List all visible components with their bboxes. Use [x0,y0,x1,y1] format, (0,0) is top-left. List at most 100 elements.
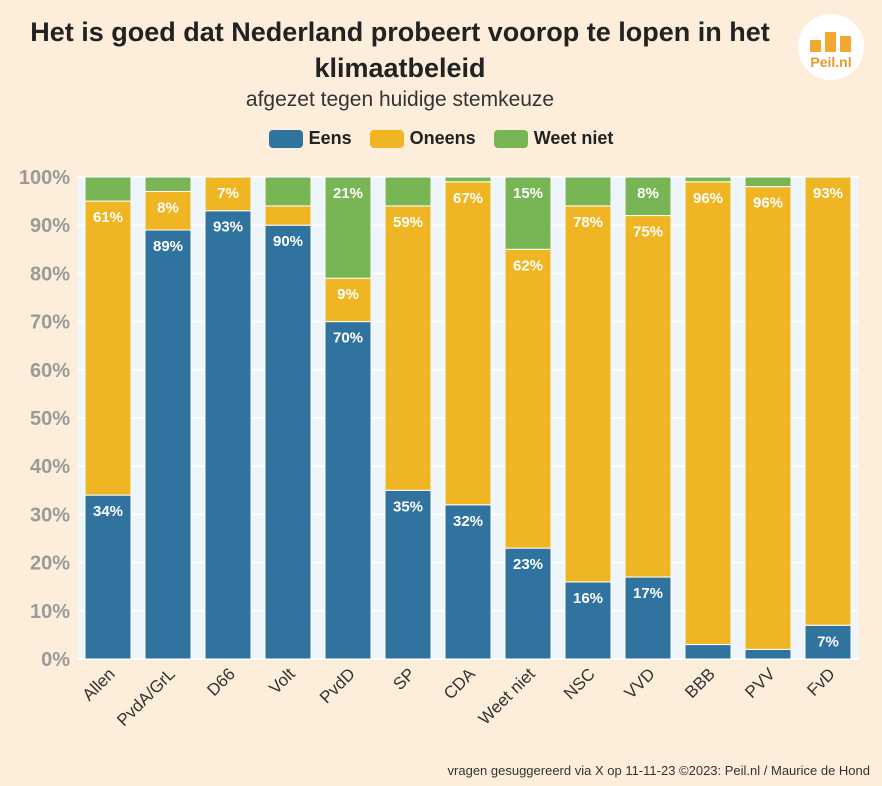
x-tick-label: CDA [440,664,479,703]
legend-label-oneens: Oneens [409,128,476,148]
legend: Eens Oneens Weet niet [0,128,882,149]
bar-segment-eens [564,581,612,660]
x-tick-label: PvdA/GrL [113,664,179,730]
legend-label-eens: Eens [308,128,352,148]
x-tick-label: VVD [621,664,659,702]
data-label: 9% [337,286,359,303]
data-label: 93% [213,219,243,236]
bar-segment-eens [264,224,312,660]
bar-segment-eens [504,547,552,660]
bar-segment-oneens [204,176,252,212]
bar-segment-weet-niet [504,176,552,250]
y-tick-label: 20% [30,553,70,575]
data-label: 78% [573,214,603,231]
bar-segment-weet-niet [84,176,132,202]
bar-segment-eens [444,504,492,660]
data-label: 7% [817,633,839,650]
data-label: 15% [513,185,543,202]
data-label: 8% [157,199,179,216]
data-label: 62% [513,257,543,274]
bar-segment-weet-niet [264,176,312,207]
bar-segment-oneens [504,248,552,549]
legend-swatch-eens [268,129,303,148]
bar-segment-oneens [84,200,132,496]
data-label: 96% [693,190,723,207]
data-label: 67% [453,190,483,207]
x-tick-label: PvdD [316,664,359,707]
x-tick-label: PVV [741,664,779,702]
data-label: 90% [273,233,303,250]
data-label: 17% [633,585,663,602]
bar-segment-weet-niet [684,176,732,183]
bar-segment-eens [144,229,192,660]
bar-segment-weet-niet [144,176,192,192]
data-label: 8% [637,185,659,202]
peil-logo: Peil.nl [798,14,864,80]
y-tick-label: 70% [30,312,70,334]
logo-bar-icon [840,36,851,52]
data-label: 35% [393,498,423,515]
y-tick-label: 80% [30,263,70,285]
x-tick-label: NSC [560,664,599,703]
y-tick-label: 100% [19,167,70,189]
legend-swatch-oneens [369,129,404,148]
x-tick-label: Allen [79,664,119,704]
bar-segment-eens [204,210,252,660]
chart-title: Het is goed dat Nederland probeert vooro… [30,17,770,83]
bar-segment-oneens [744,186,792,650]
legend-swatch-weet-niet [493,129,528,148]
bar-segment-eens [744,648,792,660]
bar-segment-eens [624,576,672,660]
x-tick-label: D66 [203,664,238,699]
logo-bar-icon [810,40,821,52]
x-tick-label: Weet niet [475,664,539,728]
data-label: 7% [217,185,239,202]
data-label: 61% [93,209,123,226]
legend-label-weet-niet: Weet niet [533,128,614,148]
x-tick-label: BBB [681,664,718,701]
y-tick-label: 50% [30,408,70,430]
bar-segment-oneens [324,277,372,323]
bar-segment-eens [684,644,732,660]
y-tick-label: 10% [30,601,70,623]
bar-segment-oneens [444,181,492,506]
bar-segment-oneens [144,190,192,231]
y-tick-label: 40% [30,456,70,478]
data-label: 21% [333,185,363,202]
logo-text: Peil.nl [810,54,852,70]
bar-segment-weet-niet [384,176,432,207]
bar-segment-oneens [684,181,732,646]
bar-segment-weet-niet [624,176,672,217]
data-label: 23% [513,556,543,573]
data-label: 96% [753,195,783,212]
bar-segment-oneens [804,176,852,626]
data-label: 34% [93,503,123,520]
y-tick-label: 90% [30,215,70,237]
data-label: 59% [393,214,423,231]
bar-segment-eens [384,489,432,660]
x-tick-label: Volt [265,664,299,698]
legend-item-oneens: Oneens [369,128,476,149]
data-label: 16% [573,590,603,607]
data-label: 93% [813,185,843,202]
data-label: 75% [633,224,663,241]
data-label: 70% [333,330,363,347]
legend-item-weet-niet: Weet niet [493,128,614,149]
bar-segment-weet-niet [444,176,492,183]
bar-segment-oneens [624,215,672,578]
chart-subtitle: afgezet tegen huidige stemkeuze [245,88,555,111]
bar-segment-weet-niet [564,176,612,207]
x-tick-label: SP [389,664,418,693]
data-label: 89% [153,238,183,255]
bar-segment-oneens [564,205,612,583]
x-tick-label: FvD [803,664,838,699]
bar-segment-eens [324,321,372,660]
bar-segment-oneens [384,205,432,491]
bar-segment-eens [84,494,132,660]
bar-segment-weet-niet [324,176,372,279]
legend-item-eens: Eens [268,128,352,149]
bar-segment-weet-niet [744,176,792,188]
logo-bar-icon [825,32,836,52]
data-label: 32% [453,513,483,530]
